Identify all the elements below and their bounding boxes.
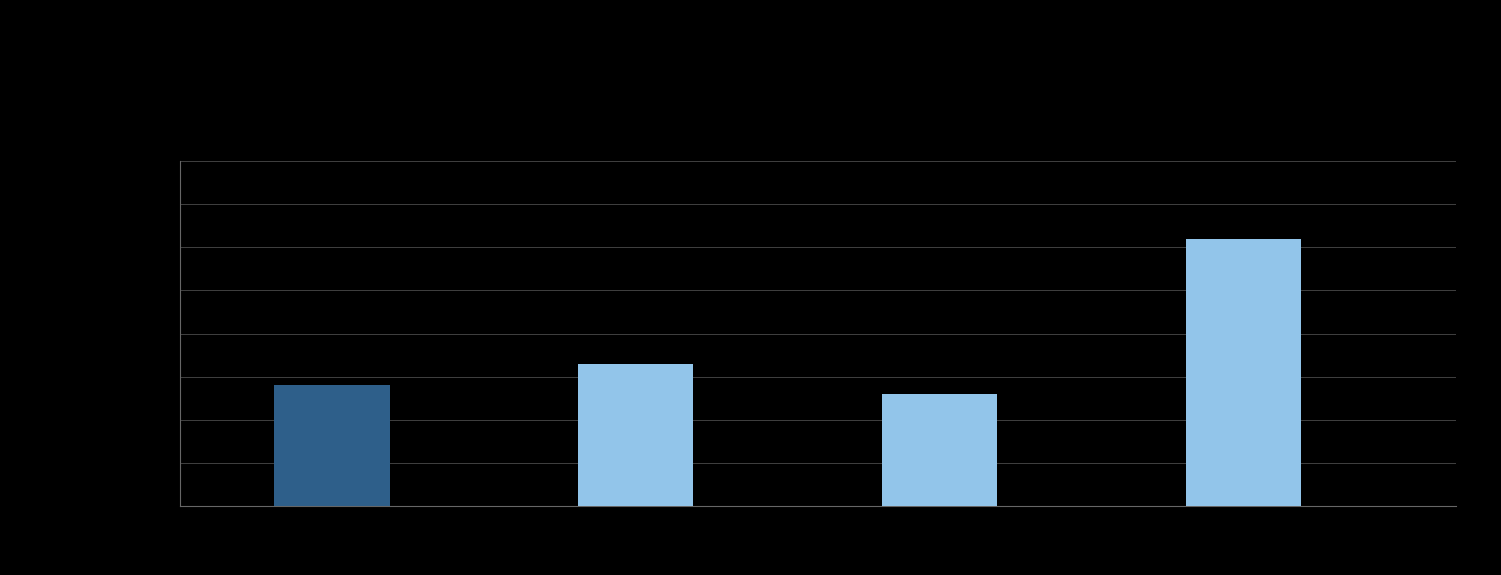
Bar bbox=[275, 385, 390, 506]
Bar bbox=[881, 394, 997, 506]
Bar bbox=[578, 364, 693, 506]
Bar bbox=[1186, 239, 1301, 506]
